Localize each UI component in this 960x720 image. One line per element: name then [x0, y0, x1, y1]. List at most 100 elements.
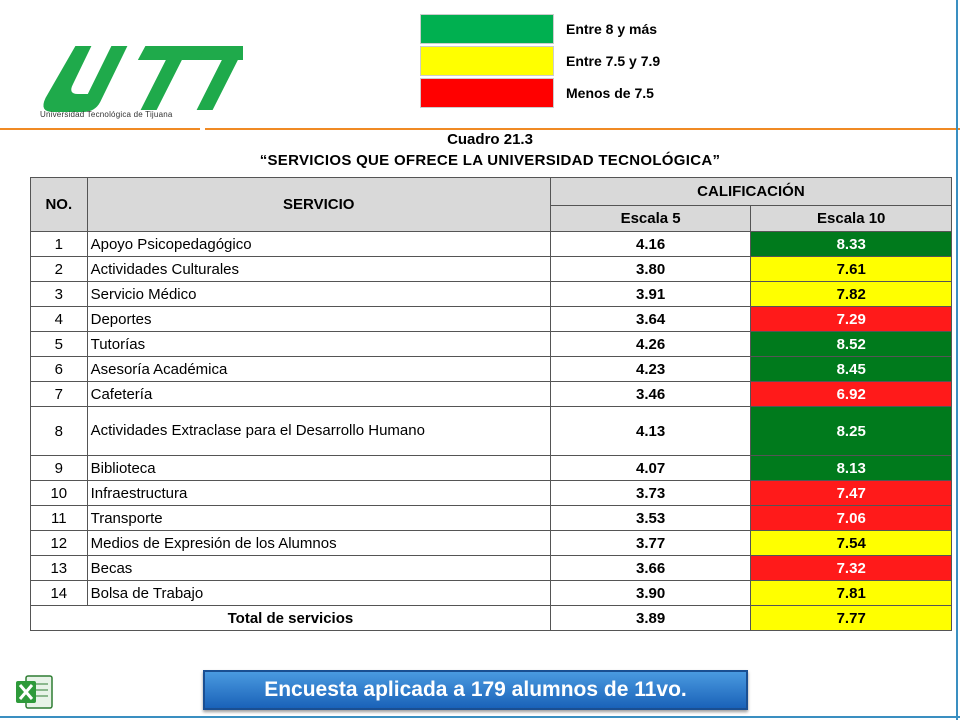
- cell-escala-5: 4.13: [549, 406, 752, 456]
- utt-logo: [43, 46, 243, 112]
- cell-escala-5: 3.80: [549, 256, 752, 282]
- cell-no: 6: [30, 356, 88, 382]
- total-row: Total de servicios 3.89 7.77: [30, 605, 952, 631]
- cell-escala-5: 4.07: [549, 455, 752, 481]
- color-legend: Entre 8 y más Entre 7.5 y 7.9 Menos de 7…: [420, 13, 660, 109]
- table-row: 2 Actividades Culturales 3.80 7.61: [30, 256, 952, 282]
- cell-servicio: Asesoría Académica: [86, 356, 551, 382]
- header-calificacion: CALIFICACIÓN: [549, 177, 953, 206]
- legend-label: Entre 7.5 y 7.9: [566, 52, 661, 69]
- cell-escala-10: 7.61: [750, 256, 952, 282]
- table-row: 13 Becas 3.66 7.32: [30, 555, 952, 581]
- cell-escala-10: 6.92: [750, 381, 952, 407]
- header-no: NO.: [30, 177, 88, 232]
- cell-escala-10: 8.33: [750, 231, 952, 257]
- cell-no: 10: [30, 480, 88, 506]
- legend-label: Entre 8 y más: [566, 20, 658, 37]
- logo-subtitle: Universidad Tecnológica de Tijuana: [40, 110, 173, 119]
- cell-escala-10: 8.25: [750, 406, 952, 456]
- frame-line-bottom: [0, 716, 960, 718]
- cell-escala-5: 3.46: [549, 381, 752, 407]
- cell-no: 3: [30, 281, 88, 307]
- cell-no: 12: [30, 530, 88, 556]
- cell-no: 2: [30, 256, 88, 282]
- cell-no: 11: [30, 505, 88, 531]
- cell-escala-5: 3.64: [549, 306, 752, 332]
- table-title: “SERVICIOS QUE OFRECE LA UNIVERSIDAD TEC…: [259, 152, 721, 169]
- cell-servicio: Medios de Expresión de los Alumnos: [86, 530, 551, 556]
- services-table: NO. SERVICIO CALIFICACIÓN Escala 5 Escal…: [30, 177, 953, 631]
- cell-escala-10: 7.32: [750, 555, 952, 581]
- cell-escala-5: 3.90: [549, 580, 752, 606]
- table-row: 9 Biblioteca 4.07 8.13: [30, 455, 952, 481]
- survey-banner: Encuesta aplicada a 179 alumnos de 11vo.: [203, 670, 748, 710]
- cell-escala-10: 7.54: [750, 530, 952, 556]
- cell-servicio: Cafetería: [86, 381, 551, 407]
- cell-escala-5: 4.16: [549, 231, 752, 257]
- cell-escala-10: 8.45: [750, 356, 952, 382]
- legend-swatch-red: [420, 77, 554, 108]
- cell-no: 13: [30, 555, 88, 581]
- cell-servicio: Actividades Culturales: [86, 256, 551, 282]
- cell-escala-10: 7.29: [750, 306, 952, 332]
- cell-no: 4: [30, 306, 88, 332]
- cell-no: 9: [30, 455, 88, 481]
- table-row: 7 Cafetería 3.46 6.92: [30, 381, 952, 407]
- legend-swatch-yellow: [420, 45, 554, 76]
- cell-escala-10: 7.82: [750, 281, 952, 307]
- table-row: 10 Infraestructura 3.73 7.47: [30, 480, 952, 506]
- cell-servicio: Apoyo Psicopedagógico: [86, 231, 551, 257]
- cell-servicio: Biblioteca: [86, 455, 551, 481]
- frame-line-orange-top: [205, 128, 960, 130]
- cell-escala-5: 4.23: [549, 356, 752, 382]
- header-escala-10: Escala 10: [750, 205, 952, 232]
- cell-escala-5: 3.53: [549, 505, 752, 531]
- cell-escala-5: 3.73: [549, 480, 752, 506]
- total-escala-10: 7.77: [750, 605, 952, 631]
- excel-icon: [16, 675, 53, 709]
- cell-escala-5: 3.77: [549, 530, 752, 556]
- cell-servicio: Tutorías: [86, 331, 551, 357]
- cell-escala-5: 3.91: [549, 281, 752, 307]
- header-escala-5: Escala 5: [549, 205, 752, 232]
- cell-servicio: Bolsa de Trabajo: [86, 580, 551, 606]
- cell-escala-5: 4.26: [549, 331, 752, 357]
- cell-escala-10: 7.47: [750, 480, 952, 506]
- cell-servicio: Actividades Extraclase para el Desarroll…: [86, 406, 551, 456]
- table-row: 11 Transporte 3.53 7.06: [30, 505, 952, 531]
- table-row: 8 Actividades Extraclase para el Desarrol…: [30, 406, 952, 456]
- legend-item-yellow: Entre 7.5 y 7.9: [420, 45, 660, 76]
- frame-line-right: [956, 0, 958, 720]
- total-escala-5: 3.89: [549, 605, 752, 631]
- table-row: 12 Medios de Expresión de los Alumnos 3.77…: [30, 530, 952, 556]
- cell-escala-10: 8.52: [750, 331, 952, 357]
- cell-servicio: Deportes: [86, 306, 551, 332]
- table-row: 14 Bolsa de Trabajo 3.90 7.81: [30, 580, 952, 606]
- cell-escala-5: 3.66: [549, 555, 752, 581]
- legend-item-red: Menos de 7.5: [420, 77, 660, 108]
- cell-escala-10: 8.13: [750, 455, 952, 481]
- cell-no: 1: [30, 231, 88, 257]
- frame-line-orange-left: [0, 128, 200, 130]
- legend-label: Menos de 7.5: [566, 84, 654, 101]
- legend-swatch-green: [420, 13, 554, 44]
- cell-no: 14: [30, 580, 88, 606]
- header-servicio: SERVICIO: [86, 177, 551, 232]
- table-row: 5 Tutorías 4.26 8.52: [30, 331, 952, 357]
- table-row: 6 Asesoría Académica 4.23 8.45: [30, 356, 952, 382]
- cell-no: 8: [30, 406, 88, 456]
- cell-no: 7: [30, 381, 88, 407]
- table-caption: Cuadro 21.3: [447, 131, 533, 148]
- table-row: 4 Deportes 3.64 7.29: [30, 306, 952, 332]
- cell-servicio: Infraestructura: [86, 480, 551, 506]
- cell-servicio: Transporte: [86, 505, 551, 531]
- legend-item-green: Entre 8 y más: [420, 13, 660, 44]
- cell-no: 5: [30, 331, 88, 357]
- cell-escala-10: 7.81: [750, 580, 952, 606]
- cell-servicio: Servicio Médico: [86, 281, 551, 307]
- cell-servicio: Becas: [86, 555, 551, 581]
- cell-escala-10: 7.06: [750, 505, 952, 531]
- total-label: Total de servicios: [30, 605, 551, 631]
- table-row: 1 Apoyo Psicopedagógico 4.16 8.33: [30, 231, 952, 257]
- table-row: 3 Servicio Médico 3.91 7.82: [30, 281, 952, 307]
